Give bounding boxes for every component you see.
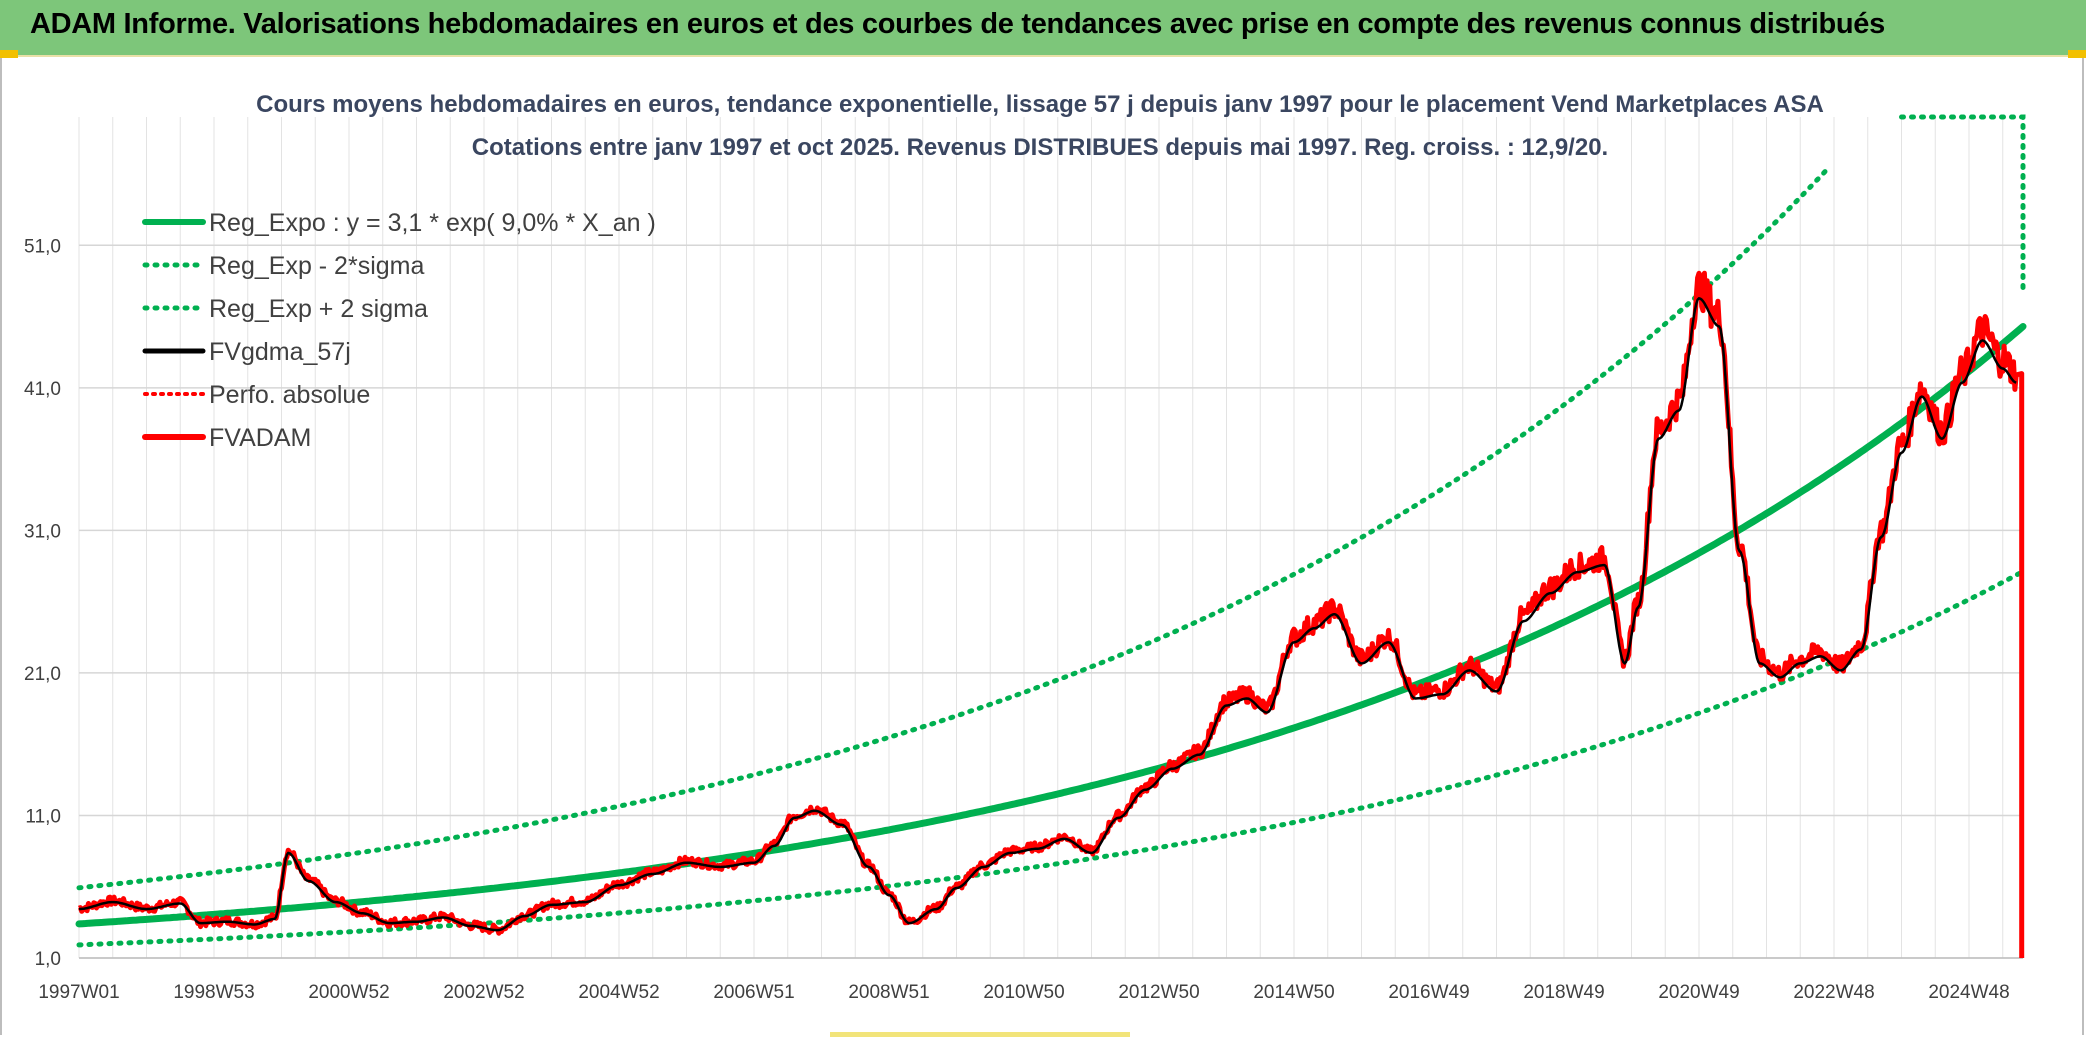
chart-frame — [0, 58, 2084, 1035]
axis-ticks: 1,0 11,0 21,0 31,0 41,0 51,0 1997W01 1998W53 200… — [24, 236, 2010, 1003]
header-corner-accent-right — [2068, 50, 2086, 58]
header-bar: ADAM Informe. Valorisations hebdomadaire… — [0, 0, 2086, 57]
legend: Reg_Expo : y = 3,1 * exp( 9,0% * X_an ) R… — [142, 209, 656, 452]
x-tick-label: 2014W50 — [1253, 982, 1334, 1003]
legend-fvadam-label: FVADAM — [209, 424, 311, 452]
x-tick-label: 2022W48 — [1793, 982, 1874, 1003]
series-reg-minus-2sigma — [76, 569, 2026, 948]
x-tick-label: 2008W51 — [848, 982, 929, 1003]
legend-reg-expo-label: Reg_Expo : y = 3,1 * exp( 9,0% * X_an ) — [209, 209, 656, 237]
y-tick-label: 31,0 — [24, 521, 61, 542]
grid — [78, 117, 2023, 959]
series-fvadam — [77, 270, 2025, 958]
x-tick-label: 2012W50 — [1118, 982, 1199, 1003]
header-corner-accent-left — [0, 50, 18, 58]
x-tick-label: 2010W50 — [983, 982, 1064, 1003]
series-reg-plus-2sigma — [76, 166, 1830, 891]
x-tick-label: 2024W48 — [1928, 982, 2009, 1003]
legend-fvgdma-57j-label: FVgdma_57j — [209, 338, 351, 366]
chart-subtitle: Cotations entre janv 1997 et oct 2025. R… — [472, 134, 1608, 161]
page-title: ADAM Informe. Valorisations hebdomadaire… — [30, 8, 1885, 40]
series-reg-expo — [75, 323, 2027, 928]
x-tick-label: 2016W49 — [1388, 982, 1469, 1003]
y-tick-label: 51,0 — [24, 236, 61, 257]
x-tick-label: 2000W52 — [308, 982, 389, 1003]
y-tick-label: 41,0 — [24, 379, 61, 400]
x-tick-label: 2006W51 — [713, 982, 794, 1003]
chart-title: Cours moyens hebdomadaires en euros, ten… — [256, 91, 1824, 118]
x-tick-label: 2004W52 — [578, 982, 659, 1003]
y-tick-label: 1,0 — [35, 949, 61, 970]
series-layer — [75, 114, 2027, 958]
x-tick-label: 1998W53 — [173, 982, 254, 1003]
x-tick-label: 2002W52 — [443, 982, 524, 1003]
bottom-accent — [830, 1032, 1130, 1037]
y-tick-label: 21,0 — [24, 664, 61, 685]
series-fvgdma-57j — [78, 297, 2017, 932]
y-tick-label: 11,0 — [25, 806, 61, 827]
x-tick-label: 2018W49 — [1523, 982, 1604, 1003]
x-tick-label: 1997W01 — [38, 982, 119, 1003]
legend-reg-plus-2sigma-label: Reg_Exp + 2 sigma — [209, 295, 428, 323]
x-tick-label: 2020W49 — [1658, 982, 1739, 1003]
legend-perfo-absolue-label: Perfo. absolue — [209, 381, 370, 409]
legend-reg-minus-2sigma-label: Reg_Exp - 2*sigma — [209, 252, 424, 280]
series-reg-plus-2sigma-plateau — [1899, 114, 2026, 297]
